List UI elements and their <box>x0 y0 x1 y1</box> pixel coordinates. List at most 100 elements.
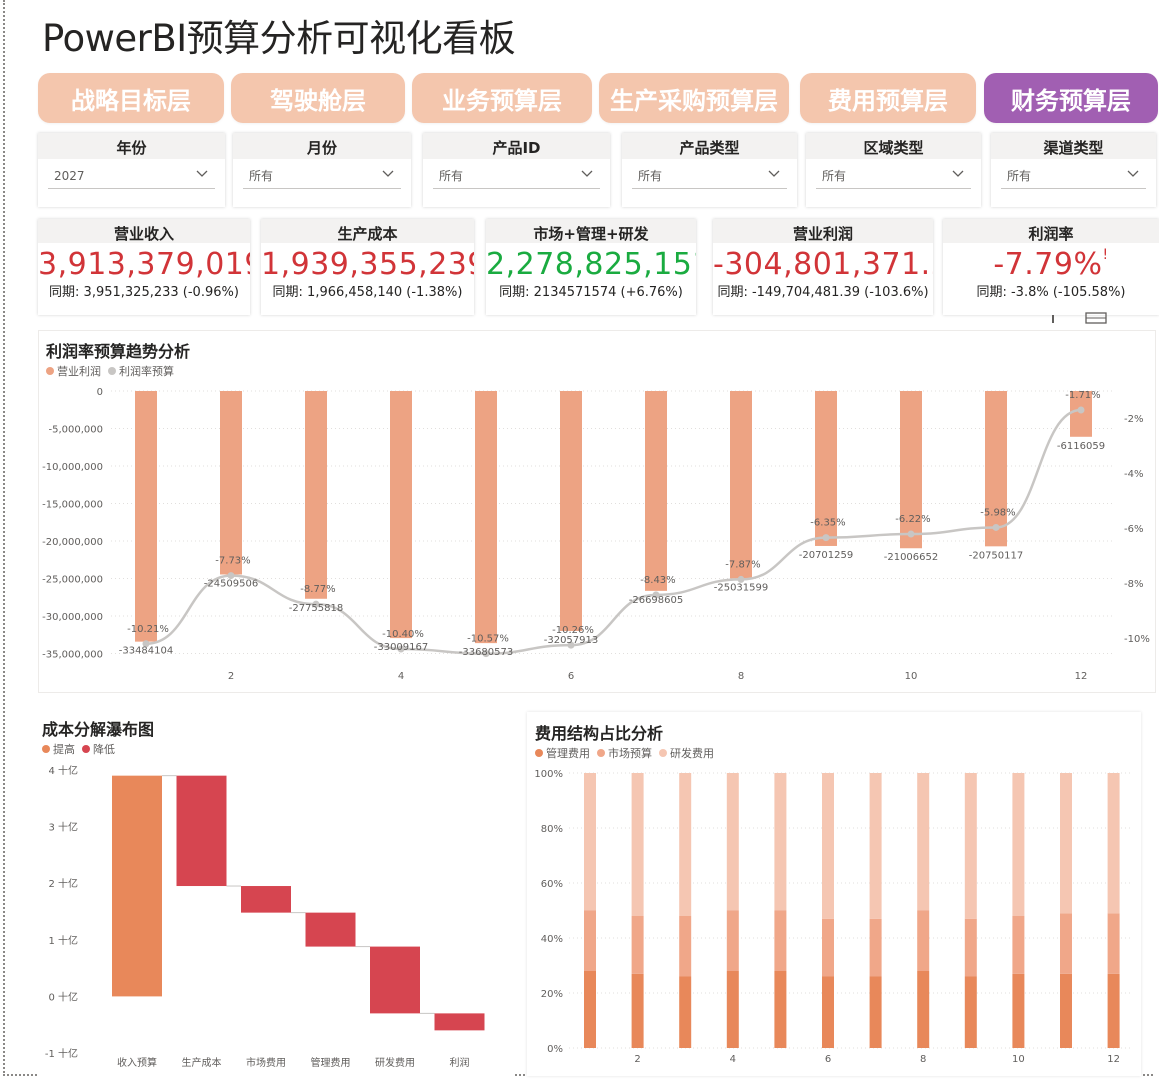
filter-icon[interactable] <box>1052 315 1054 323</box>
waterfall-bar <box>434 1013 485 1031</box>
chevron-down-icon <box>1127 170 1139 177</box>
legend-item[interactable]: 市场预算 <box>608 747 652 760</box>
y2-tick-label: -2% <box>1124 414 1143 425</box>
y2-tick-label: -4% <box>1124 469 1143 480</box>
slicer-product-type: 产品类型 所有 <box>622 133 797 207</box>
y2-tick-label: -8% <box>1124 579 1143 590</box>
legend-item[interactable]: 营业利润 <box>57 365 101 378</box>
slicer-label: 年份 <box>38 133 225 159</box>
margin-point <box>227 572 235 580</box>
margin-label: -10.26% <box>552 625 594 636</box>
slicer-dropdown[interactable]: 2027 <box>48 163 215 189</box>
margin-point <box>397 645 405 653</box>
legend-item[interactable]: 管理费用 <box>546 747 590 760</box>
y-tick-label: 1 十亿 <box>48 934 78 947</box>
stack-segment <box>1107 773 1120 914</box>
slicer-dropdown[interactable]: 所有 <box>632 163 787 189</box>
legend-item[interactable]: 利润率预算 <box>119 365 174 378</box>
bar-value-label: -24509506 <box>204 578 259 589</box>
stack-segment <box>1012 916 1025 974</box>
waterfall-bar <box>241 886 291 913</box>
chart-title: 成本分解瀑布图 <box>42 720 155 739</box>
slicer-region-type: 区域类型 所有 <box>806 133 981 207</box>
y-tick-label: -30,000,000 <box>42 612 103 623</box>
margin-label: -8.77% <box>300 584 335 595</box>
nav-button-expense-budget[interactable]: 费用预算层 <box>800 73 976 123</box>
margin-point <box>992 523 1000 531</box>
waterfall-chart-panel: 成本分解瀑布图 提高 降低 4 十亿 3 十亿 2 十亿 1 十亿 0 十亿 -1 十亿 … <box>38 708 514 1078</box>
slicer-dropdown[interactable]: 所有 <box>243 163 401 189</box>
chevron-down-icon <box>196 170 208 177</box>
kpi-label: 生产成本 <box>261 219 474 243</box>
slicer-dropdown[interactable]: 所有 <box>816 163 971 189</box>
margin-point <box>567 641 575 649</box>
waterfall-bar <box>176 775 227 887</box>
x-tick-label: 12 <box>1107 1054 1120 1065</box>
nav-button-business-budget[interactable]: 业务预算层 <box>412 73 592 123</box>
page-title: PowerBI预算分析可视化看板 <box>42 17 516 60</box>
stack-segment <box>1060 973 1072 1048</box>
x-tick-label: 8 <box>920 1054 926 1065</box>
stack-segment <box>917 971 930 1048</box>
slicer-dropdown[interactable]: 所有 <box>433 163 600 189</box>
x-tick-label: 12 <box>1075 671 1088 682</box>
y-tick-label: -20,000,000 <box>42 537 103 548</box>
stack-segment <box>631 916 644 974</box>
x-tick-label: 研发费用 <box>375 1056 415 1069</box>
x-tick-label: 4 <box>730 1054 736 1065</box>
x-tick-label: 利润 <box>450 1056 470 1069</box>
nav-button-cockpit[interactable]: 驾驶舱层 <box>231 73 405 123</box>
margin-label: -1.71% <box>1065 390 1100 401</box>
stack-segment <box>584 773 596 911</box>
nav-button-finance-budget[interactable]: 财务预算层 <box>984 73 1158 123</box>
nav-button-production-budget[interactable]: 生产采购预算层 <box>599 73 789 123</box>
legend-dot <box>659 749 667 757</box>
y-tick-label: 80% <box>541 824 563 835</box>
stack-segment <box>584 910 596 971</box>
stack-segment <box>822 773 834 919</box>
slicer-value: 所有 <box>249 169 274 183</box>
kpi-value-row: 3,913,379,019! <box>38 247 250 282</box>
bar-value-label: -33484104 <box>119 646 174 657</box>
nav-button-strategy[interactable]: 战略目标层 <box>38 73 224 123</box>
bar-value-label: -6116059 <box>1057 441 1105 452</box>
bar-value-label: -20750117 <box>969 550 1024 561</box>
legend-item[interactable]: 提高 <box>53 743 75 756</box>
stack-segment <box>917 910 930 971</box>
margin-label: -6.35% <box>810 518 845 529</box>
slicer-label: 产品ID <box>423 133 610 159</box>
legend-item[interactable]: 研发费用 <box>670 747 714 760</box>
kpi-card-expenses: 市场+管理+研发 2,278,825,151✓ 同期: 2134571574 (… <box>486 219 696 315</box>
stack-segment <box>679 773 692 916</box>
profit-bar <box>390 391 412 639</box>
margin-point <box>907 530 915 538</box>
margin-label: -10.21% <box>127 624 169 635</box>
profit-bar <box>560 391 582 631</box>
trend-chart: 0 -5,000,000 -10,000,000 -15,000,000 -20,000… <box>42 387 1150 682</box>
kpi-label: 市场+管理+研发 <box>486 219 696 243</box>
stack-segment <box>1060 773 1072 914</box>
chevron-down-icon <box>581 170 593 177</box>
margin-label: -7.87% <box>725 559 760 570</box>
profit-bar <box>815 391 837 546</box>
slicer-dropdown[interactable]: 所有 <box>1001 163 1146 189</box>
chart-legend: 营业利润 利润率预算 <box>46 363 174 379</box>
stack-segment <box>726 971 739 1048</box>
x-tick-label: 生产成本 <box>182 1056 222 1069</box>
profit-bar <box>220 391 242 575</box>
x-tick-label: 8 <box>738 671 744 682</box>
profit-bar <box>730 391 752 579</box>
waterfall-bar <box>305 912 356 947</box>
stack-segment <box>774 773 787 911</box>
legend-item[interactable]: 降低 <box>93 743 115 756</box>
chart-title: 利润率预算趋势分析 <box>46 342 191 361</box>
slicer-year: 年份 2027 <box>38 133 225 207</box>
nav-button-label: 业务预算层 <box>442 86 562 115</box>
legend-dot <box>46 367 54 375</box>
stack-segment <box>869 976 882 1048</box>
legend-dot <box>597 749 605 757</box>
stack-segment <box>822 976 834 1048</box>
x-tick-label: 市场费用 <box>246 1056 286 1069</box>
slicer-label: 产品类型 <box>622 133 797 159</box>
waterfall-bar <box>112 775 162 997</box>
